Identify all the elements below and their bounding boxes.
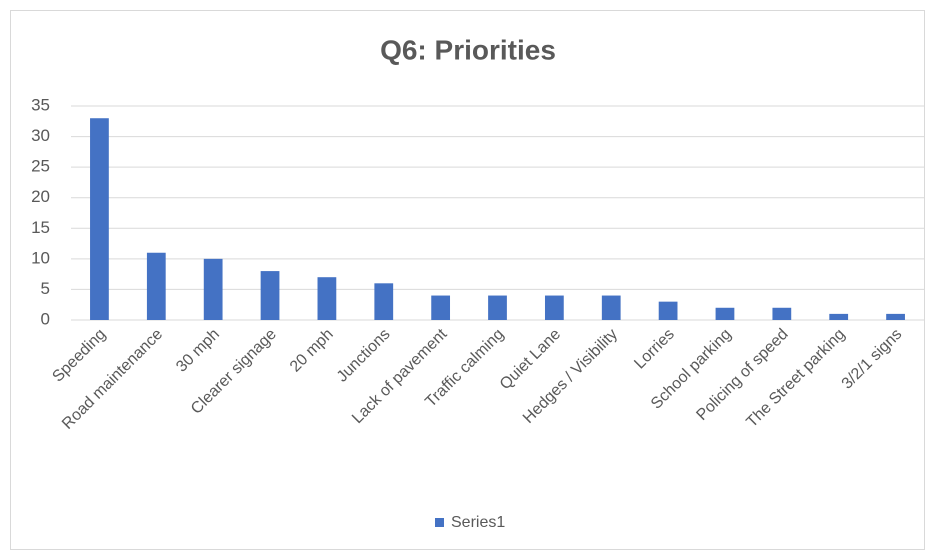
bar (488, 295, 507, 320)
bar (260, 271, 280, 320)
bar (90, 118, 109, 320)
bar (715, 307, 735, 320)
bar (544, 295, 564, 320)
y-tick-label: 25 (31, 157, 50, 176)
chart-title: Q6: Priorities (380, 34, 556, 65)
bar (431, 295, 451, 320)
y-tick-label: 30 (31, 126, 50, 145)
legend-swatch (435, 518, 444, 527)
bar (772, 307, 792, 320)
legend-label: Series1 (451, 514, 505, 531)
bar (829, 313, 849, 320)
bar (601, 295, 621, 320)
y-tick-label: 35 (31, 95, 50, 114)
y-tick-label: 15 (31, 218, 50, 237)
bar (146, 252, 166, 320)
y-tick-label: 20 (31, 187, 50, 206)
bar (658, 301, 678, 320)
bar (317, 277, 337, 320)
bar (374, 283, 394, 320)
bar (886, 313, 905, 320)
y-tick-label: 10 (31, 248, 50, 267)
bar (203, 258, 223, 320)
y-tick-label: 0 (41, 309, 50, 328)
y-tick-label: 5 (41, 279, 50, 298)
